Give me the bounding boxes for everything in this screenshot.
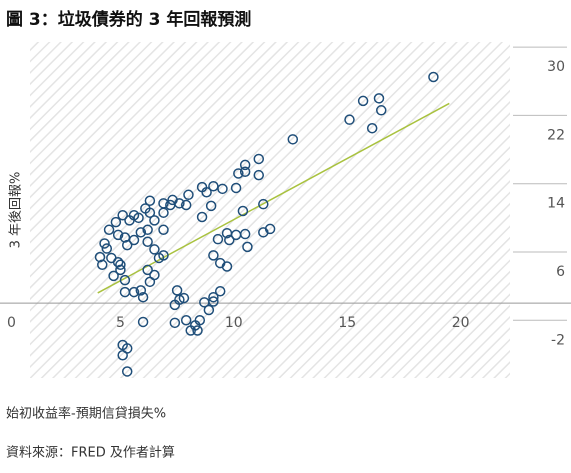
point bbox=[357, 95, 369, 107]
point bbox=[208, 250, 219, 261]
point bbox=[212, 233, 224, 245]
point bbox=[158, 207, 169, 218]
point bbox=[428, 71, 439, 83]
point bbox=[140, 203, 151, 214]
point bbox=[169, 299, 181, 311]
point bbox=[253, 169, 265, 181]
point bbox=[119, 274, 131, 286]
point bbox=[142, 236, 153, 247]
source: 資料來源：FRED 及作者計算 bbox=[6, 445, 175, 461]
point bbox=[174, 198, 185, 209]
point bbox=[233, 168, 244, 179]
point bbox=[239, 228, 251, 240]
point bbox=[135, 227, 147, 238]
point bbox=[144, 195, 156, 207]
point bbox=[192, 325, 203, 336]
point bbox=[144, 276, 156, 288]
point bbox=[171, 285, 183, 296]
point bbox=[208, 291, 219, 303]
point bbox=[239, 166, 251, 177]
point bbox=[117, 210, 128, 221]
point bbox=[253, 153, 265, 165]
x-tick-label: 15 bbox=[338, 315, 356, 331]
point bbox=[121, 239, 133, 251]
point bbox=[183, 189, 194, 201]
point bbox=[94, 251, 106, 263]
point bbox=[142, 264, 153, 276]
point bbox=[112, 256, 124, 268]
point bbox=[201, 186, 212, 198]
point bbox=[115, 259, 126, 271]
point bbox=[366, 122, 378, 134]
point bbox=[214, 285, 226, 297]
point bbox=[149, 215, 160, 226]
point bbox=[119, 286, 131, 298]
point bbox=[203, 304, 215, 316]
point bbox=[196, 211, 208, 223]
point bbox=[158, 224, 169, 236]
y-tick-label: 30 bbox=[547, 59, 565, 75]
point bbox=[178, 292, 190, 304]
x-axis-label: 始初收益率-預期信貸損失% bbox=[6, 406, 166, 422]
point bbox=[242, 241, 253, 253]
point bbox=[128, 234, 140, 246]
chart-title: 圖 3：垃圾債券的 3 年回報預測 bbox=[6, 9, 251, 30]
point bbox=[137, 316, 149, 328]
point bbox=[205, 200, 217, 212]
point bbox=[99, 238, 110, 249]
point bbox=[137, 291, 149, 303]
point bbox=[230, 182, 242, 194]
point bbox=[128, 210, 140, 221]
x-tick-label: 10 bbox=[225, 315, 243, 331]
point bbox=[258, 227, 269, 238]
point bbox=[217, 183, 228, 195]
point bbox=[180, 199, 192, 211]
point bbox=[97, 259, 108, 271]
point bbox=[185, 325, 196, 336]
y-tick-label: 14 bbox=[547, 196, 565, 212]
point bbox=[258, 198, 269, 210]
y-tick-label: 6 bbox=[556, 264, 565, 280]
point bbox=[169, 317, 181, 329]
point bbox=[142, 224, 153, 236]
y-axis-label: 3 年後回報% bbox=[9, 172, 24, 249]
point bbox=[344, 114, 355, 125]
point bbox=[149, 244, 160, 255]
point bbox=[158, 250, 169, 261]
x-tick-label: 20 bbox=[452, 315, 470, 331]
point bbox=[108, 270, 119, 282]
x-tick-label: 0 bbox=[7, 315, 16, 331]
point bbox=[103, 224, 115, 236]
point bbox=[117, 349, 128, 361]
point bbox=[110, 216, 122, 228]
point bbox=[376, 105, 387, 116]
point bbox=[237, 205, 249, 217]
y-tick-label: -2 bbox=[551, 332, 565, 348]
point bbox=[287, 134, 299, 145]
point bbox=[112, 229, 124, 241]
x-tick-label: 5 bbox=[116, 315, 125, 331]
point bbox=[224, 234, 235, 246]
point bbox=[135, 285, 147, 296]
point bbox=[373, 93, 385, 104]
y-tick-label: 22 bbox=[547, 127, 565, 143]
point bbox=[115, 264, 126, 276]
point bbox=[239, 159, 251, 171]
point bbox=[180, 315, 192, 326]
point bbox=[221, 261, 233, 272]
point bbox=[208, 296, 219, 307]
point bbox=[121, 366, 133, 377]
plot-background bbox=[30, 42, 510, 378]
point bbox=[101, 243, 113, 254]
